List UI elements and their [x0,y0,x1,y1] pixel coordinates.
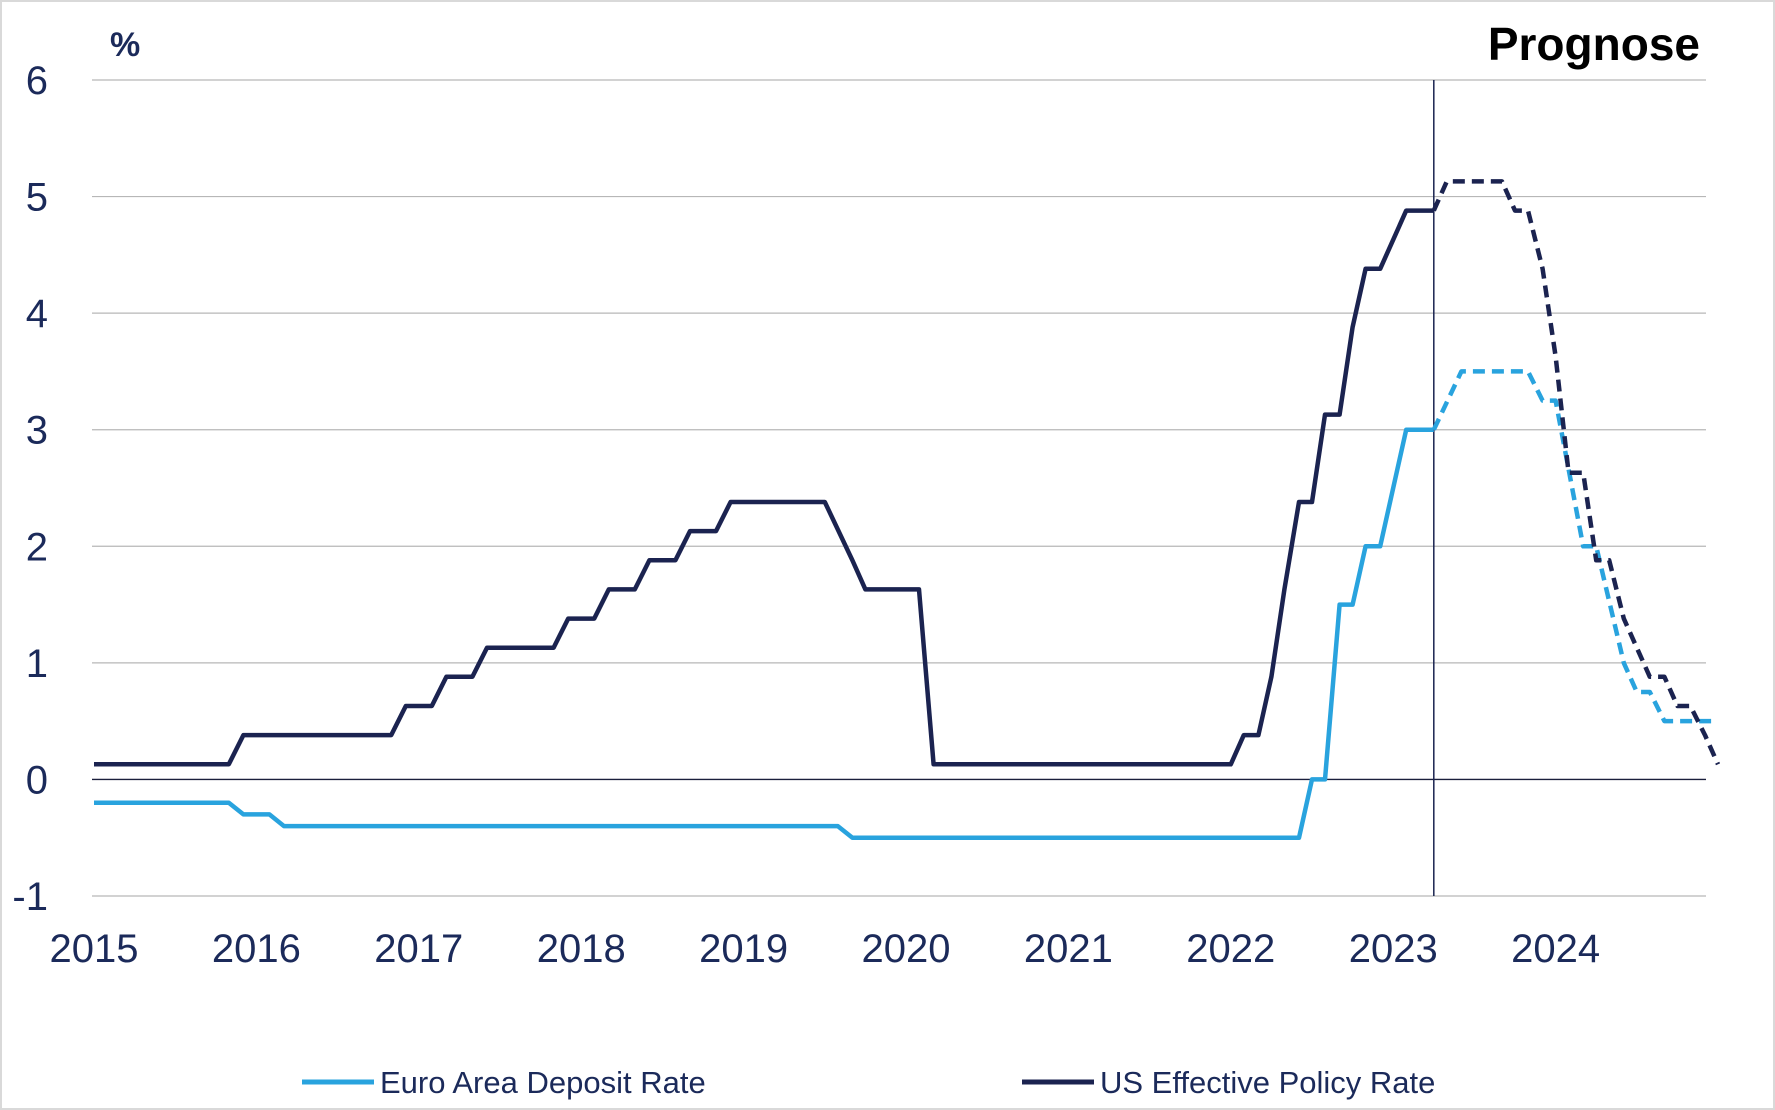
x-tick-label: 2017 [374,927,463,971]
series-euro-actual [94,427,1434,840]
y-unit-label: % [110,26,140,64]
x-tick-label: 2019 [699,927,788,971]
x-tick-label: 2020 [862,927,951,971]
y-tick-label: 3 [26,409,48,453]
series-us-actual [94,208,1434,767]
legend-label-us: US Effective Policy Rate [1100,1065,1435,1100]
x-tick-label: 2024 [1511,927,1600,971]
x-tick-label: 2015 [50,927,139,971]
y-tick-label: 6 [26,59,48,103]
y-tick-label: 0 [26,758,48,802]
x-tick-label: 2022 [1186,927,1275,971]
x-tick-label: 2023 [1349,927,1438,971]
gridlines [92,79,1706,897]
series-euro-forecast [1431,369,1718,724]
x-axis-ticks: 2015 2016 2017 2018 2019 2020 2021 2022 2023 2024 [50,927,1601,971]
series-us-forecast [1431,179,1721,766]
x-tick-label: 2018 [537,927,626,971]
y-tick-label: 2 [26,525,48,569]
legend: Euro Area Deposit Rate US Effective Poli… [302,1065,1435,1100]
series-lines [94,179,1721,840]
legend-label-euro: Euro Area Deposit Rate [380,1065,706,1100]
y-tick-label: 5 [26,176,48,220]
y-tick-label: -1 [12,875,48,919]
y-axis-ticks: 6 5 4 3 2 1 0 -1 [12,59,48,919]
x-tick-label: 2021 [1024,927,1113,971]
y-tick-label: 4 [26,292,48,336]
forecast-annotation: Prognose [1488,18,1700,70]
y-tick-label: 1 [26,642,48,686]
x-tick-label: 2016 [212,927,301,971]
